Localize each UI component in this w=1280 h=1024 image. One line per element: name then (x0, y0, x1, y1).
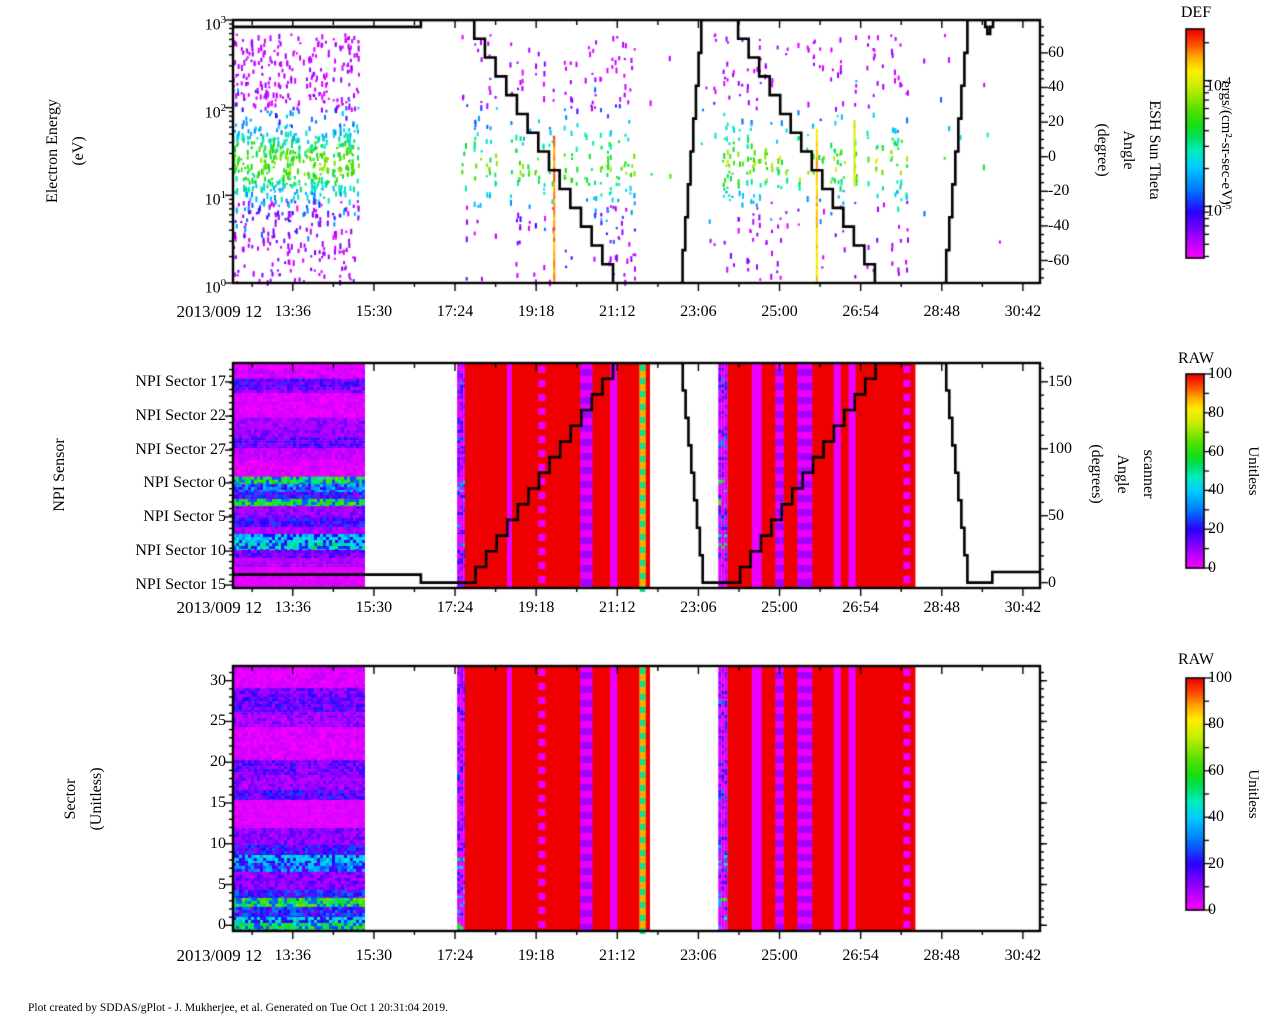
x-tick-label-2112: 21:12 (599, 599, 636, 616)
x-tick-label-1336: 13:36 (274, 947, 311, 964)
raw-colorbar-tick-sector-40: 40 (1208, 808, 1224, 826)
raw-colorbar-tick-npi-40: 40 (1208, 481, 1224, 499)
right-tick-label-scanner-150: 150 (1048, 372, 1072, 390)
y-tick-label-npi-sector-15: NPI Sector 15 (135, 576, 226, 594)
x-tick-label-1530: 15:30 (355, 947, 393, 964)
right-tick-label-theta-40: 40 (1048, 78, 1064, 96)
y-tick-label-energy-1e3: 103 (204, 14, 226, 34)
x-tick-label-2654: 26:54 (842, 599, 879, 616)
right-tick-label-scanner-0: 0 (1048, 573, 1056, 591)
y-tick-label-sector-30: 30 (210, 671, 226, 689)
electron-energy-spectrogram-canvas (219, 6, 1054, 297)
def-colorbar-tick-1e-4: 10-4 (1206, 74, 1232, 94)
raw-colorbar-tick-sector-100: 100 (1208, 669, 1232, 686)
right-tick-label-scanner-50: 50 (1048, 506, 1064, 524)
right-tick-label-theta--20: -20 (1048, 182, 1070, 200)
x-tick-label-2112: 21:12 (599, 947, 636, 964)
raw-colorbar-tick-sector-0: 0 (1208, 901, 1216, 918)
raw-colorbar-title-sector: RAW (1177, 651, 1215, 668)
y-tick-label-sector-5: 5 (218, 875, 226, 893)
x-tick-label-2500: 25:00 (761, 947, 798, 964)
x-tick-label-2654: 26:54 (842, 303, 879, 320)
x-axis-date-label-middle: 2013/009 12 (176, 598, 262, 617)
y-tick-label-energy-1e0: 100 (204, 277, 226, 297)
y-tick-label-sector-20: 20 (210, 753, 226, 771)
raw-colorbar-tick-npi-100: 100 (1208, 365, 1232, 382)
x-tick-label-2654: 26:54 (842, 947, 879, 964)
y-axis-title-electron-energy: Electron Energy (eV) (44, 98, 87, 204)
plot-credit-footer: Plot created by SDDAS/gPlot - J. Mukherj… (28, 1002, 449, 1014)
x-tick-label-3042: 30:42 (1004, 303, 1042, 320)
y-tick-label-npi-sector-17: NPI Sector 17 (135, 372, 226, 390)
right-tick-label-theta--60: -60 (1048, 251, 1070, 269)
def-colorbar-tick-1e-5: 10-5 (1206, 200, 1232, 220)
raw-colorbar-tick-npi-0: 0 (1208, 559, 1216, 576)
x-tick-label-1336: 13:36 (274, 303, 311, 320)
x-tick-label-2848: 28:48 (923, 947, 960, 964)
x-tick-label-1724: 17:24 (436, 599, 474, 616)
raw-colorbar-title-npi: RAW (1177, 350, 1215, 367)
y-tick-label-sector-15: 15 (210, 793, 226, 811)
x-axis-date-label-bottom: 2013/009 12 (176, 946, 262, 965)
y-tick-label-npi-sector-10: NPI Sector 10 (135, 542, 226, 560)
right-tick-label-scanner-100: 100 (1048, 439, 1072, 457)
right-tick-label-theta-0: 0 (1048, 147, 1056, 165)
x-tick-label-1918: 19:18 (517, 599, 555, 616)
x-tick-label-1724: 17:24 (436, 947, 474, 964)
y-tick-label-energy-1e2: 102 (204, 101, 226, 121)
x-tick-label-2306: 23:06 (680, 599, 717, 616)
right-tick-label-theta-20: 20 (1048, 113, 1064, 131)
raw-colorbar-tick-npi-60: 60 (1208, 442, 1224, 460)
y-tick-label-npi-sector-0: NPI Sector 0 (143, 473, 226, 491)
raw-colorbar-sector (1180, 674, 1220, 914)
raw-colorbar-tick-npi-80: 80 (1208, 403, 1224, 421)
raw-colorbar-tick-sector-20: 20 (1208, 854, 1224, 872)
raw-colorbar-npi (1180, 370, 1220, 572)
x-tick-label-2500: 25:00 (761, 303, 798, 320)
y-tick-label-sector-10: 10 (210, 834, 226, 852)
x-tick-label-2500: 25:00 (761, 599, 798, 616)
raw-colorbar-tick-npi-20: 20 (1208, 520, 1224, 538)
x-tick-label-2306: 23:06 (680, 303, 717, 320)
x-tick-label-2306: 23:06 (680, 947, 717, 964)
def-colorbar-unit: ergs/(cm²-sr-sec-eV) (1218, 81, 1234, 205)
def-colorbar-title: DEF (1180, 4, 1212, 21)
npi-sensor-heatmap-canvas (219, 349, 1054, 602)
raw-colorbar-tick-sector-60: 60 (1208, 761, 1224, 779)
x-tick-label-3042: 30:42 (1004, 947, 1042, 964)
y-tick-label-npi-sector-27: NPI Sector 27 (135, 441, 226, 459)
y-axis-title-sector: Sector (Unitless) (62, 767, 105, 831)
sector-heatmap-canvas (219, 652, 1054, 945)
x-tick-label-1530: 15:30 (355, 599, 393, 616)
y-tick-label-npi-sector-22: NPI Sector 22 (135, 407, 226, 425)
x-tick-label-2848: 28:48 (923, 303, 960, 320)
y-tick-label-sector-25: 25 (210, 712, 226, 730)
x-tick-label-1918: 19:18 (517, 947, 555, 964)
right-tick-label-theta-60: 60 (1048, 43, 1064, 61)
x-tick-label-3042: 30:42 (1004, 599, 1042, 616)
y-tick-label-sector-0: 0 (218, 916, 226, 934)
x-axis-date-label-top: 2013/009 12 (176, 302, 262, 321)
x-tick-label-1530: 15:30 (355, 303, 393, 320)
x-tick-label-2112: 21:12 (599, 303, 636, 320)
x-tick-label-1336: 13:36 (274, 599, 311, 616)
def-colorbar (1180, 25, 1220, 262)
x-tick-label-1918: 19:18 (517, 303, 555, 320)
right-tick-label-theta--40: -40 (1048, 216, 1070, 234)
x-tick-label-2848: 28:48 (923, 599, 960, 616)
x-tick-label-1724: 17:24 (436, 303, 474, 320)
raw-colorbar-tick-sector-80: 80 (1208, 715, 1224, 733)
y-tick-label-npi-sector-5: NPI Sector 5 (143, 507, 226, 525)
y-tick-label-energy-1e1: 101 (204, 189, 226, 209)
